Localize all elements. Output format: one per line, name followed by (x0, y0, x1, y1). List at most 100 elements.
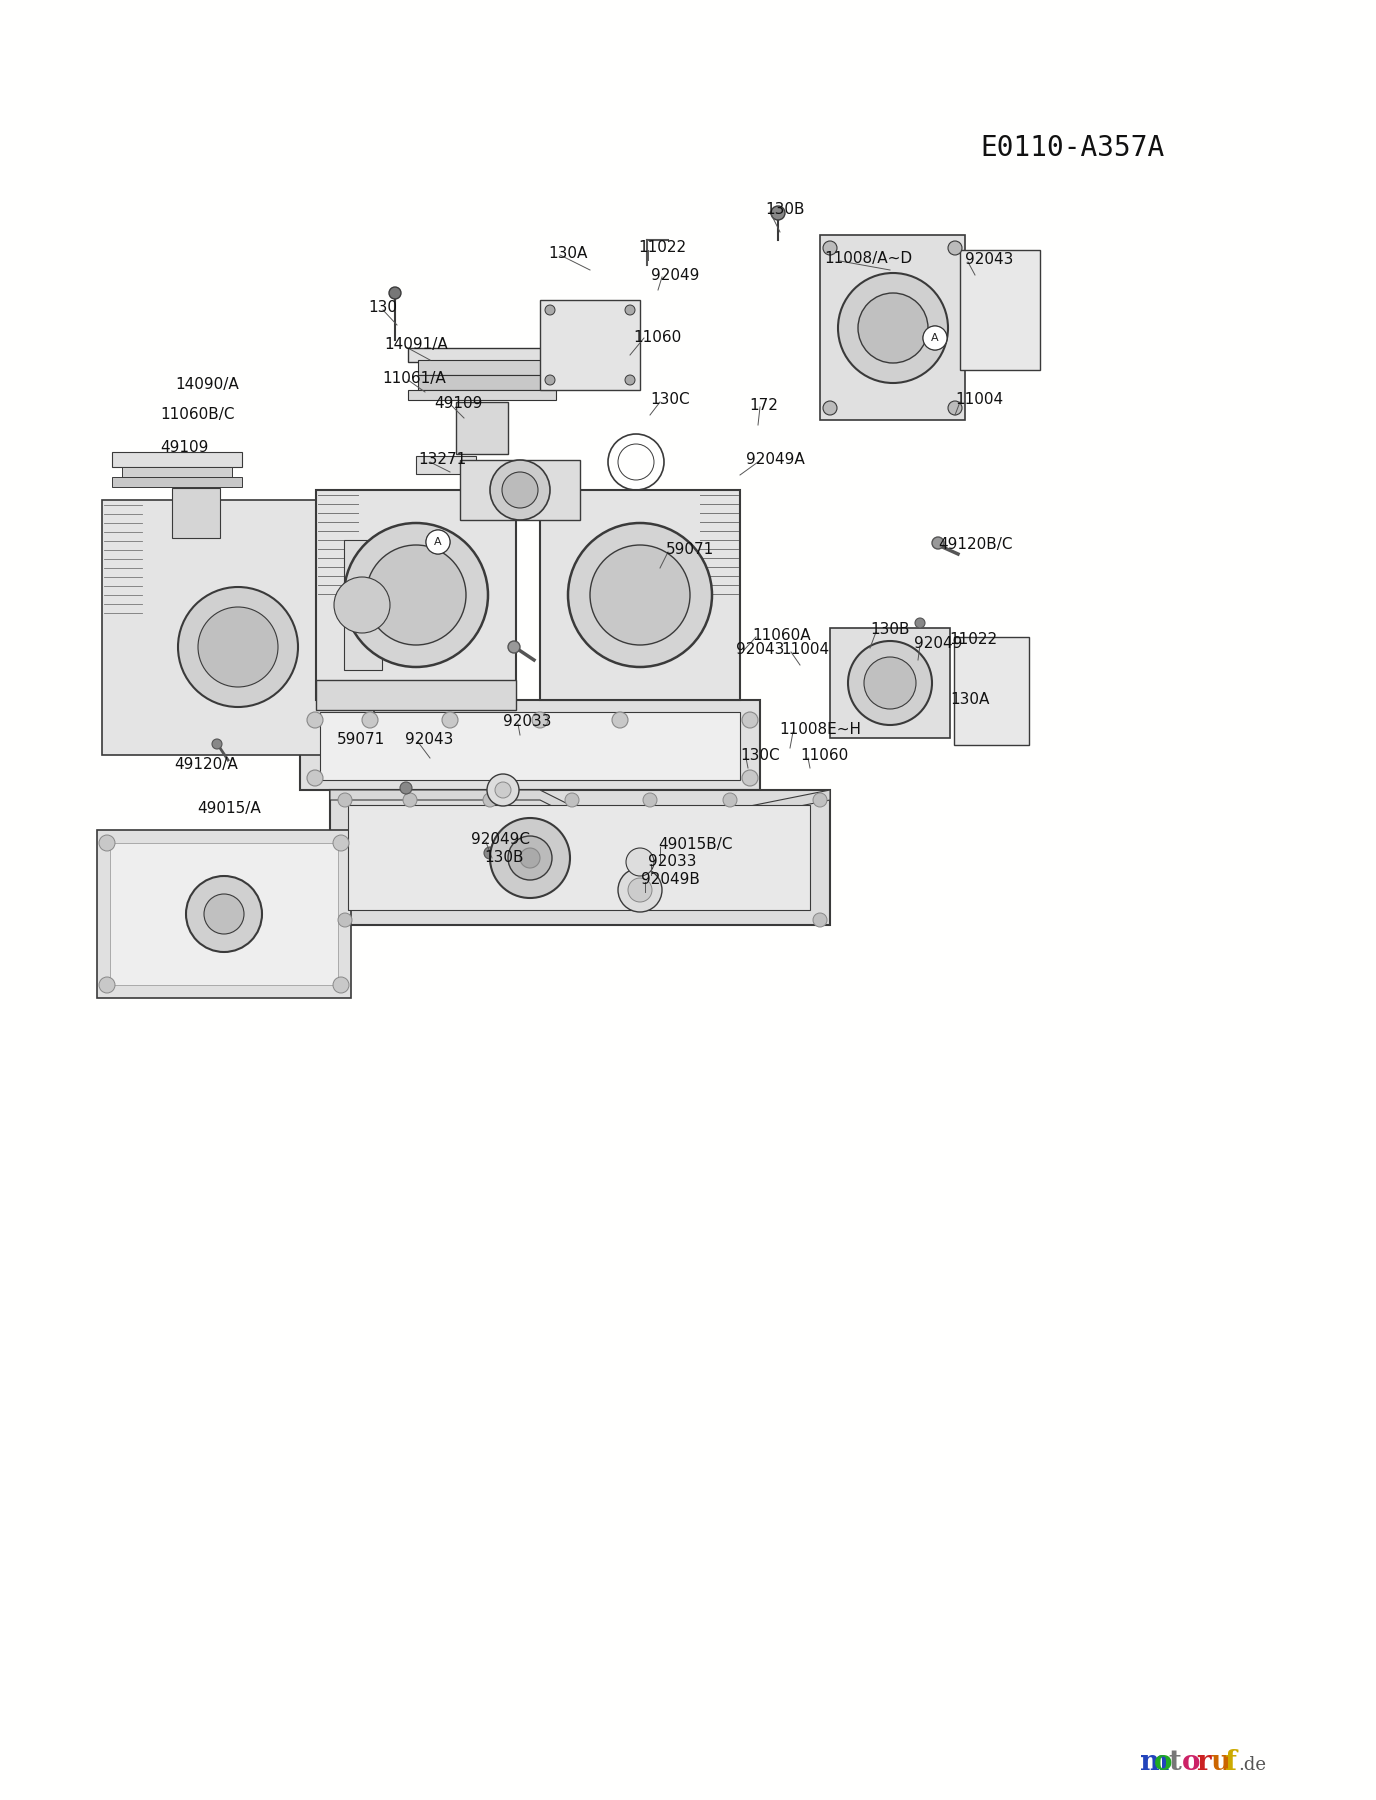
Circle shape (204, 895, 244, 934)
Circle shape (566, 794, 579, 806)
Bar (416, 455, 476, 473)
Bar (321, 713, 740, 779)
Text: 11061/A: 11061/A (383, 371, 446, 385)
Text: 49109: 49109 (433, 396, 483, 410)
Circle shape (545, 304, 555, 315)
Text: 49120/A: 49120/A (173, 756, 238, 772)
Circle shape (487, 774, 519, 806)
Circle shape (307, 770, 323, 787)
Circle shape (813, 794, 827, 806)
Text: 92043: 92043 (736, 643, 784, 657)
Bar (455, 401, 508, 454)
Circle shape (823, 241, 837, 256)
Text: 92049B: 92049B (641, 873, 700, 887)
Bar (344, 540, 383, 670)
Text: u: u (1210, 1748, 1230, 1775)
Circle shape (99, 835, 116, 851)
Circle shape (344, 524, 488, 668)
Circle shape (626, 848, 654, 877)
Circle shape (338, 913, 352, 927)
Circle shape (99, 977, 116, 994)
Circle shape (568, 524, 711, 668)
Circle shape (722, 794, 738, 806)
Circle shape (502, 472, 538, 508)
Circle shape (859, 293, 927, 364)
Circle shape (948, 241, 962, 256)
Circle shape (932, 536, 944, 549)
Circle shape (643, 794, 656, 806)
Circle shape (545, 374, 555, 385)
Text: 130C: 130C (649, 392, 689, 407)
Bar (172, 488, 220, 538)
Text: 11060B/C: 11060B/C (160, 407, 234, 423)
Circle shape (403, 794, 417, 806)
Circle shape (178, 587, 299, 707)
Circle shape (186, 877, 261, 952)
Circle shape (838, 274, 948, 383)
Text: 92049C: 92049C (471, 832, 530, 848)
Text: 14091/A: 14091/A (384, 338, 447, 353)
Bar (330, 790, 830, 925)
Circle shape (362, 713, 378, 727)
Circle shape (625, 304, 634, 315)
Circle shape (483, 794, 497, 806)
Bar (954, 637, 1029, 745)
Circle shape (427, 529, 450, 554)
Text: o: o (1182, 1748, 1200, 1775)
Circle shape (813, 913, 827, 927)
Bar (96, 830, 351, 997)
Circle shape (490, 817, 570, 898)
Text: A: A (433, 536, 442, 549)
Text: 92043: 92043 (405, 733, 453, 747)
Bar (316, 490, 516, 700)
Circle shape (923, 326, 947, 349)
Text: 11060: 11060 (633, 329, 681, 344)
Text: 11008/A~D: 11008/A~D (824, 250, 912, 265)
Text: r: r (1196, 1748, 1211, 1775)
Bar (102, 500, 374, 754)
Bar (830, 628, 949, 738)
Polygon shape (409, 347, 556, 362)
Circle shape (389, 286, 400, 299)
Polygon shape (418, 374, 546, 391)
Circle shape (627, 878, 652, 902)
Bar (539, 301, 640, 391)
Text: 49109: 49109 (160, 439, 208, 454)
Text: 49015B/C: 49015B/C (658, 837, 732, 853)
Bar (83, 439, 394, 796)
Text: 130A: 130A (949, 693, 989, 707)
Bar (110, 842, 338, 985)
Circle shape (625, 374, 634, 385)
Bar (460, 461, 581, 520)
Circle shape (612, 713, 627, 727)
Circle shape (864, 657, 916, 709)
Text: 92043: 92043 (965, 252, 1013, 268)
Text: 11004: 11004 (955, 392, 1003, 407)
Text: 92049: 92049 (914, 635, 962, 650)
Circle shape (307, 713, 323, 727)
Text: 130B: 130B (765, 203, 805, 218)
Text: E0110-A357A: E0110-A357A (980, 133, 1164, 162)
Circle shape (520, 848, 539, 868)
Circle shape (533, 713, 548, 727)
Text: o: o (1154, 1748, 1172, 1775)
Circle shape (508, 641, 520, 653)
Bar (122, 466, 233, 477)
Bar (83, 815, 366, 1013)
Circle shape (848, 641, 932, 725)
Polygon shape (330, 790, 830, 830)
Circle shape (742, 770, 758, 787)
Polygon shape (409, 391, 556, 400)
Bar (539, 490, 740, 700)
Circle shape (490, 461, 550, 520)
Text: 130B: 130B (484, 851, 523, 866)
Text: 49120B/C: 49120B/C (938, 538, 1013, 553)
Text: t: t (1168, 1748, 1181, 1775)
Bar (820, 236, 965, 419)
Text: 11008E~H: 11008E~H (779, 722, 861, 738)
Circle shape (366, 545, 466, 644)
Circle shape (495, 781, 510, 797)
Text: 59071: 59071 (337, 733, 385, 747)
Text: m: m (1139, 1748, 1170, 1775)
Text: 130A: 130A (548, 245, 588, 261)
